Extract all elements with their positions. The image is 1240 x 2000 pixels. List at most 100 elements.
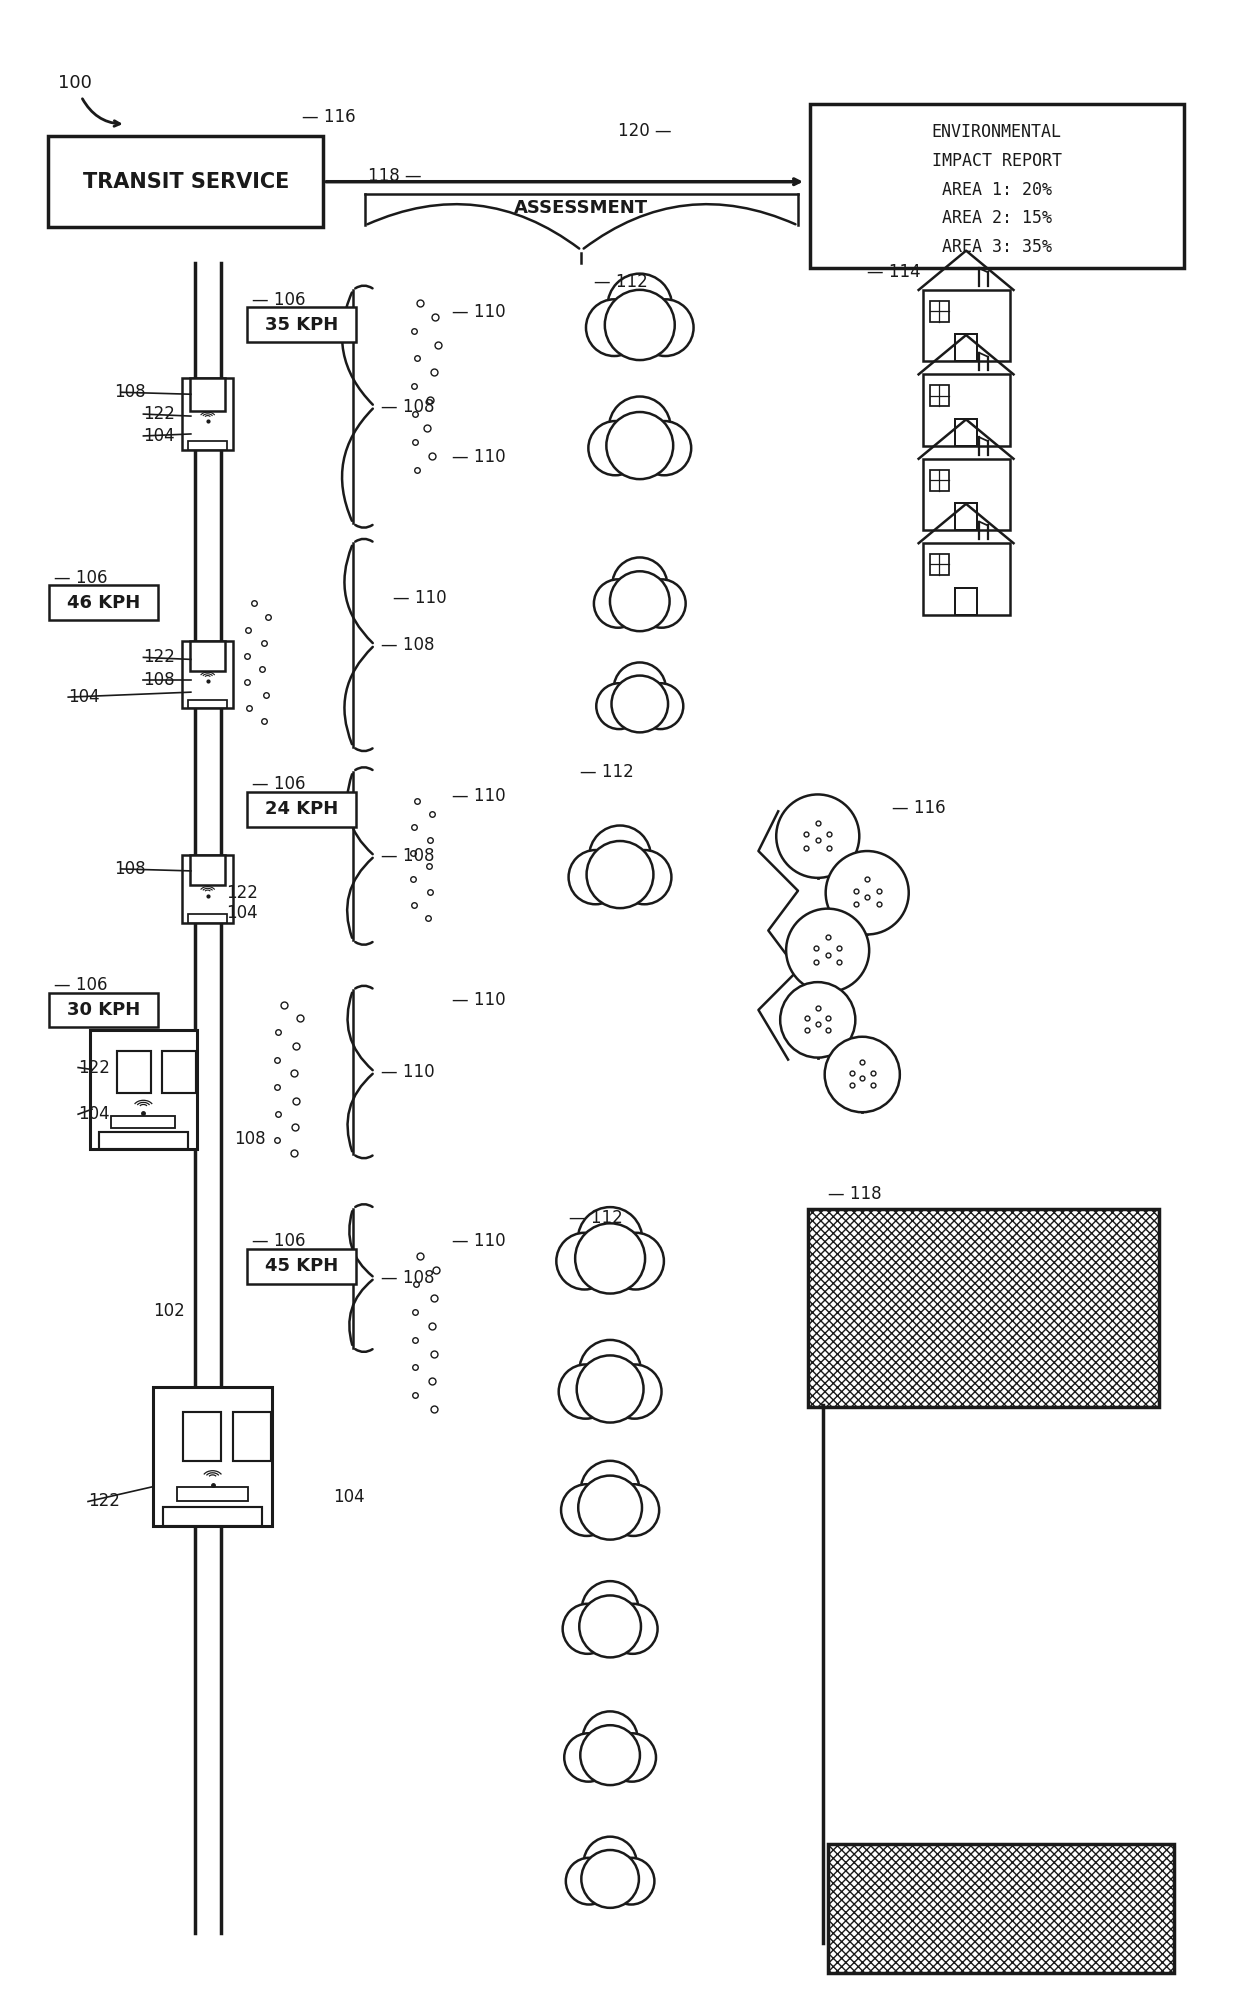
Circle shape [637,580,686,628]
Bar [50,992,159,1028]
Text: — 114: — 114 [867,264,921,282]
Circle shape [577,1356,644,1422]
Circle shape [565,1858,613,1904]
Bar [923,544,1009,614]
Circle shape [608,274,672,338]
Circle shape [583,1712,637,1766]
Bar [930,300,949,322]
Text: 104: 104 [68,688,100,706]
Text: 122: 122 [88,1492,120,1510]
Text: 122: 122 [144,648,175,666]
Text: — 110: — 110 [381,1062,434,1080]
Text: 122: 122 [144,406,175,424]
Bar [923,458,1009,530]
Bar [955,418,977,446]
Text: — 112: — 112 [580,762,634,780]
Circle shape [580,1460,640,1520]
Bar [247,308,356,342]
Text: — 108: — 108 [381,1270,434,1288]
Text: 45 KPH: 45 KPH [265,1258,339,1276]
Circle shape [587,842,653,908]
Text: 122: 122 [227,884,258,902]
Text: — 108: — 108 [381,398,434,416]
Circle shape [559,1364,613,1418]
Circle shape [587,300,642,356]
Text: IMPACT REPORT: IMPACT REPORT [931,152,1061,170]
Text: ENVIRONMENTAL: ENVIRONMENTAL [931,124,1061,142]
Text: 108: 108 [114,384,145,402]
Bar [182,856,233,922]
Bar [810,104,1184,268]
Text: 118 —: 118 — [368,166,422,184]
Text: AREA 1: 20%: AREA 1: 20% [941,180,1052,198]
Bar [190,640,226,670]
Bar [827,1844,1174,1974]
Text: 104: 104 [78,1106,110,1124]
Bar [182,640,233,708]
Circle shape [588,422,642,476]
Circle shape [609,396,671,458]
Bar [190,378,226,410]
Bar [930,470,949,490]
Bar [91,1030,197,1148]
Circle shape [579,1596,641,1658]
Circle shape [606,412,673,480]
Bar [955,588,977,614]
Bar [184,1412,221,1460]
Text: 122: 122 [78,1058,110,1076]
Text: TRANSIT SERVICE: TRANSIT SERVICE [83,172,289,192]
Bar [182,378,233,450]
Circle shape [611,676,668,732]
Circle shape [780,982,856,1058]
Text: — 112: — 112 [594,272,649,290]
Text: ASSESSMENT: ASSESSMENT [515,198,649,216]
Text: 100: 100 [58,74,92,92]
Bar [48,136,324,228]
Text: — 108: — 108 [381,848,434,866]
Circle shape [608,1734,656,1782]
Circle shape [560,1484,613,1536]
Circle shape [608,1364,661,1418]
Circle shape [582,1850,639,1908]
Circle shape [776,794,859,878]
Text: — 110: — 110 [451,302,506,320]
Circle shape [786,908,869,992]
Bar [930,386,949,406]
Circle shape [613,558,667,612]
Circle shape [825,1036,900,1112]
Text: 108: 108 [144,672,175,690]
Text: — 106: — 106 [252,1232,306,1250]
Text: 120 —: 120 — [618,122,672,140]
Circle shape [589,826,651,888]
Circle shape [564,1734,613,1782]
Circle shape [579,1340,641,1402]
Bar [233,1412,270,1460]
Text: 104: 104 [227,904,258,922]
Circle shape [610,572,670,632]
Text: — 106: — 106 [55,976,108,994]
Bar [154,1388,272,1526]
Text: 46 KPH: 46 KPH [67,594,140,612]
Text: 104: 104 [144,426,175,444]
Text: 102: 102 [154,1302,185,1320]
Bar [190,856,226,886]
Bar [117,1052,151,1092]
Text: — 106: — 106 [252,290,306,308]
Bar [50,586,159,620]
Bar [930,554,949,576]
Bar [98,1132,188,1148]
Bar [188,442,227,450]
Text: — 118: — 118 [827,1184,882,1202]
Text: 108: 108 [234,1130,267,1148]
Text: 24 KPH: 24 KPH [265,800,339,818]
Text: AREA 3: 35%: AREA 3: 35% [941,238,1052,256]
Bar [923,374,1009,446]
Bar [955,334,977,362]
Circle shape [826,852,909,934]
Circle shape [608,1858,655,1904]
Circle shape [578,1476,642,1540]
Circle shape [614,662,666,714]
Circle shape [618,850,671,904]
Circle shape [580,1726,640,1786]
Circle shape [637,300,693,356]
